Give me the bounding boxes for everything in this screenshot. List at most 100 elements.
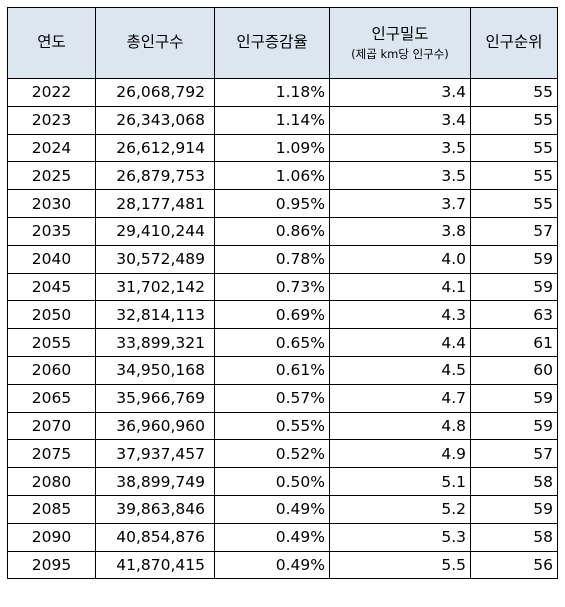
- cell-growth-rate: 0.73%: [214, 272, 330, 302]
- cell-year: 2022: [7, 78, 96, 107]
- cell-year: 2030: [7, 189, 96, 218]
- cell-growth-rate: 0.52%: [214, 439, 330, 469]
- cell-rank: 61: [470, 328, 558, 357]
- cell-density: 3.8: [329, 216, 471, 246]
- cell-growth-rate: 0.50%: [214, 467, 330, 496]
- cell-population: 26,068,792: [95, 78, 215, 107]
- cell-population: 40,854,876: [95, 522, 215, 552]
- table-row: 2070 36,960,960 0.55% 4.8 59: [7, 411, 558, 441]
- table-row: 2060 34,950,168 0.61% 4.5 60: [7, 355, 558, 385]
- cell-population: 26,343,068: [95, 105, 215, 135]
- cell-population: 26,612,914: [95, 133, 215, 163]
- cell-year: 2085: [7, 494, 96, 524]
- cell-year: 2055: [7, 328, 96, 357]
- cell-growth-rate: 1.06%: [214, 161, 330, 191]
- table-row: 2055 33,899,321 0.65% 4.4 61: [7, 328, 558, 357]
- cell-density: 4.0: [329, 244, 471, 274]
- cell-population: 35,966,769: [95, 383, 215, 413]
- cell-year: 2035: [7, 216, 96, 246]
- header-population: 총인구수: [95, 7, 215, 79]
- cell-year: 2023: [7, 105, 96, 135]
- cell-density: 4.3: [329, 300, 471, 330]
- cell-density: 4.5: [329, 355, 471, 385]
- table-row: 2022 26,068,792 1.18% 3.4 55: [7, 78, 558, 107]
- cell-year: 2050: [7, 300, 96, 330]
- cell-year: 2045: [7, 272, 96, 302]
- cell-population: 29,410,244: [95, 216, 215, 246]
- cell-rank: 59: [470, 494, 558, 524]
- cell-density: 5.5: [329, 550, 471, 580]
- table-row: 2023 26,343,068 1.14% 3.4 55: [7, 105, 558, 135]
- table-row: 2075 37,937,457 0.52% 4.9 57: [7, 439, 558, 469]
- cell-year: 2080: [7, 467, 96, 496]
- cell-density: 3.5: [329, 133, 471, 163]
- cell-growth-rate: 0.65%: [214, 328, 330, 357]
- table-row: 2050 32,814,113 0.69% 4.3 63: [7, 300, 558, 330]
- cell-rank: 59: [470, 383, 558, 413]
- cell-density: 4.1: [329, 272, 471, 302]
- cell-density: 3.4: [329, 78, 471, 107]
- cell-rank: 59: [470, 272, 558, 302]
- cell-density: 4.9: [329, 439, 471, 469]
- cell-growth-rate: 0.86%: [214, 216, 330, 246]
- table-row: 2095 41,870,415 0.49% 5.5 56: [7, 550, 558, 580]
- table-row: 2024 26,612,914 1.09% 3.5 55: [7, 133, 558, 163]
- cell-population: 31,702,142: [95, 272, 215, 302]
- header-year: 연도: [7, 7, 96, 79]
- cell-density: 4.7: [329, 383, 471, 413]
- cell-population: 32,814,113: [95, 300, 215, 330]
- cell-growth-rate: 0.49%: [214, 550, 330, 580]
- cell-rank: 57: [470, 439, 558, 469]
- table-row: 2030 28,177,481 0.95% 3.7 55: [7, 189, 558, 218]
- header-growth-rate: 인구증감율: [214, 7, 330, 79]
- cell-growth-rate: 0.55%: [214, 411, 330, 441]
- cell-population: 28,177,481: [95, 189, 215, 218]
- cell-year: 2090: [7, 522, 96, 552]
- cell-rank: 60: [470, 355, 558, 385]
- cell-growth-rate: 0.69%: [214, 300, 330, 330]
- cell-rank: 55: [470, 133, 558, 163]
- cell-year: 2024: [7, 133, 96, 163]
- cell-density: 4.8: [329, 411, 471, 441]
- cell-growth-rate: 1.09%: [214, 133, 330, 163]
- cell-growth-rate: 0.49%: [214, 494, 330, 524]
- cell-density: 5.2: [329, 494, 471, 524]
- table-header-row: 연도 총인구수 인구증감율 인구밀도 (제곱 km당 인구수) 인구순위: [7, 7, 558, 79]
- cell-rank: 55: [470, 78, 558, 107]
- cell-rank: 58: [470, 522, 558, 552]
- cell-density: 4.4: [329, 328, 471, 357]
- cell-year: 2095: [7, 550, 96, 580]
- cell-population: 30,572,489: [95, 244, 215, 274]
- table-row: 2065 35,966,769 0.57% 4.7 59: [7, 383, 558, 413]
- population-projection-table: 연도 총인구수 인구증감율 인구밀도 (제곱 km당 인구수) 인구순위 2022…: [7, 7, 558, 580]
- header-density: 인구밀도 (제곱 km당 인구수): [329, 7, 471, 79]
- cell-population: 41,870,415: [95, 550, 215, 580]
- cell-population: 34,950,168: [95, 355, 215, 385]
- cell-year: 2070: [7, 411, 96, 441]
- cell-density: 5.1: [329, 467, 471, 496]
- cell-population: 26,879,753: [95, 161, 215, 191]
- cell-population: 33,899,321: [95, 328, 215, 357]
- cell-growth-rate: 0.49%: [214, 522, 330, 552]
- header-density-unit: (제곱 km당 인구수): [351, 46, 449, 61]
- table-row: 2085 39,863,846 0.49% 5.2 59: [7, 494, 558, 524]
- cell-year: 2075: [7, 439, 96, 469]
- cell-density: 5.3: [329, 522, 471, 552]
- table-body: 2022 26,068,792 1.18% 3.4 55 2023 26,343,068 1.…: [7, 78, 558, 580]
- cell-growth-rate: 1.14%: [214, 105, 330, 135]
- cell-population: 36,960,960: [95, 411, 215, 441]
- cell-year: 2065: [7, 383, 96, 413]
- cell-rank: 59: [470, 411, 558, 441]
- cell-growth-rate: 0.95%: [214, 189, 330, 218]
- header-density-label: 인구밀도: [371, 25, 429, 44]
- cell-rank: 59: [470, 244, 558, 274]
- table-row: 2040 30,572,489 0.78% 4.0 59: [7, 244, 558, 274]
- table-row: 2080 38,899,749 0.50% 5.1 58: [7, 467, 558, 496]
- cell-population: 37,937,457: [95, 439, 215, 469]
- table-row: 2090 40,854,876 0.49% 5.3 58: [7, 522, 558, 552]
- cell-growth-rate: 1.18%: [214, 78, 330, 107]
- cell-density: 3.7: [329, 189, 471, 218]
- cell-rank: 58: [470, 467, 558, 496]
- cell-density: 3.4: [329, 105, 471, 135]
